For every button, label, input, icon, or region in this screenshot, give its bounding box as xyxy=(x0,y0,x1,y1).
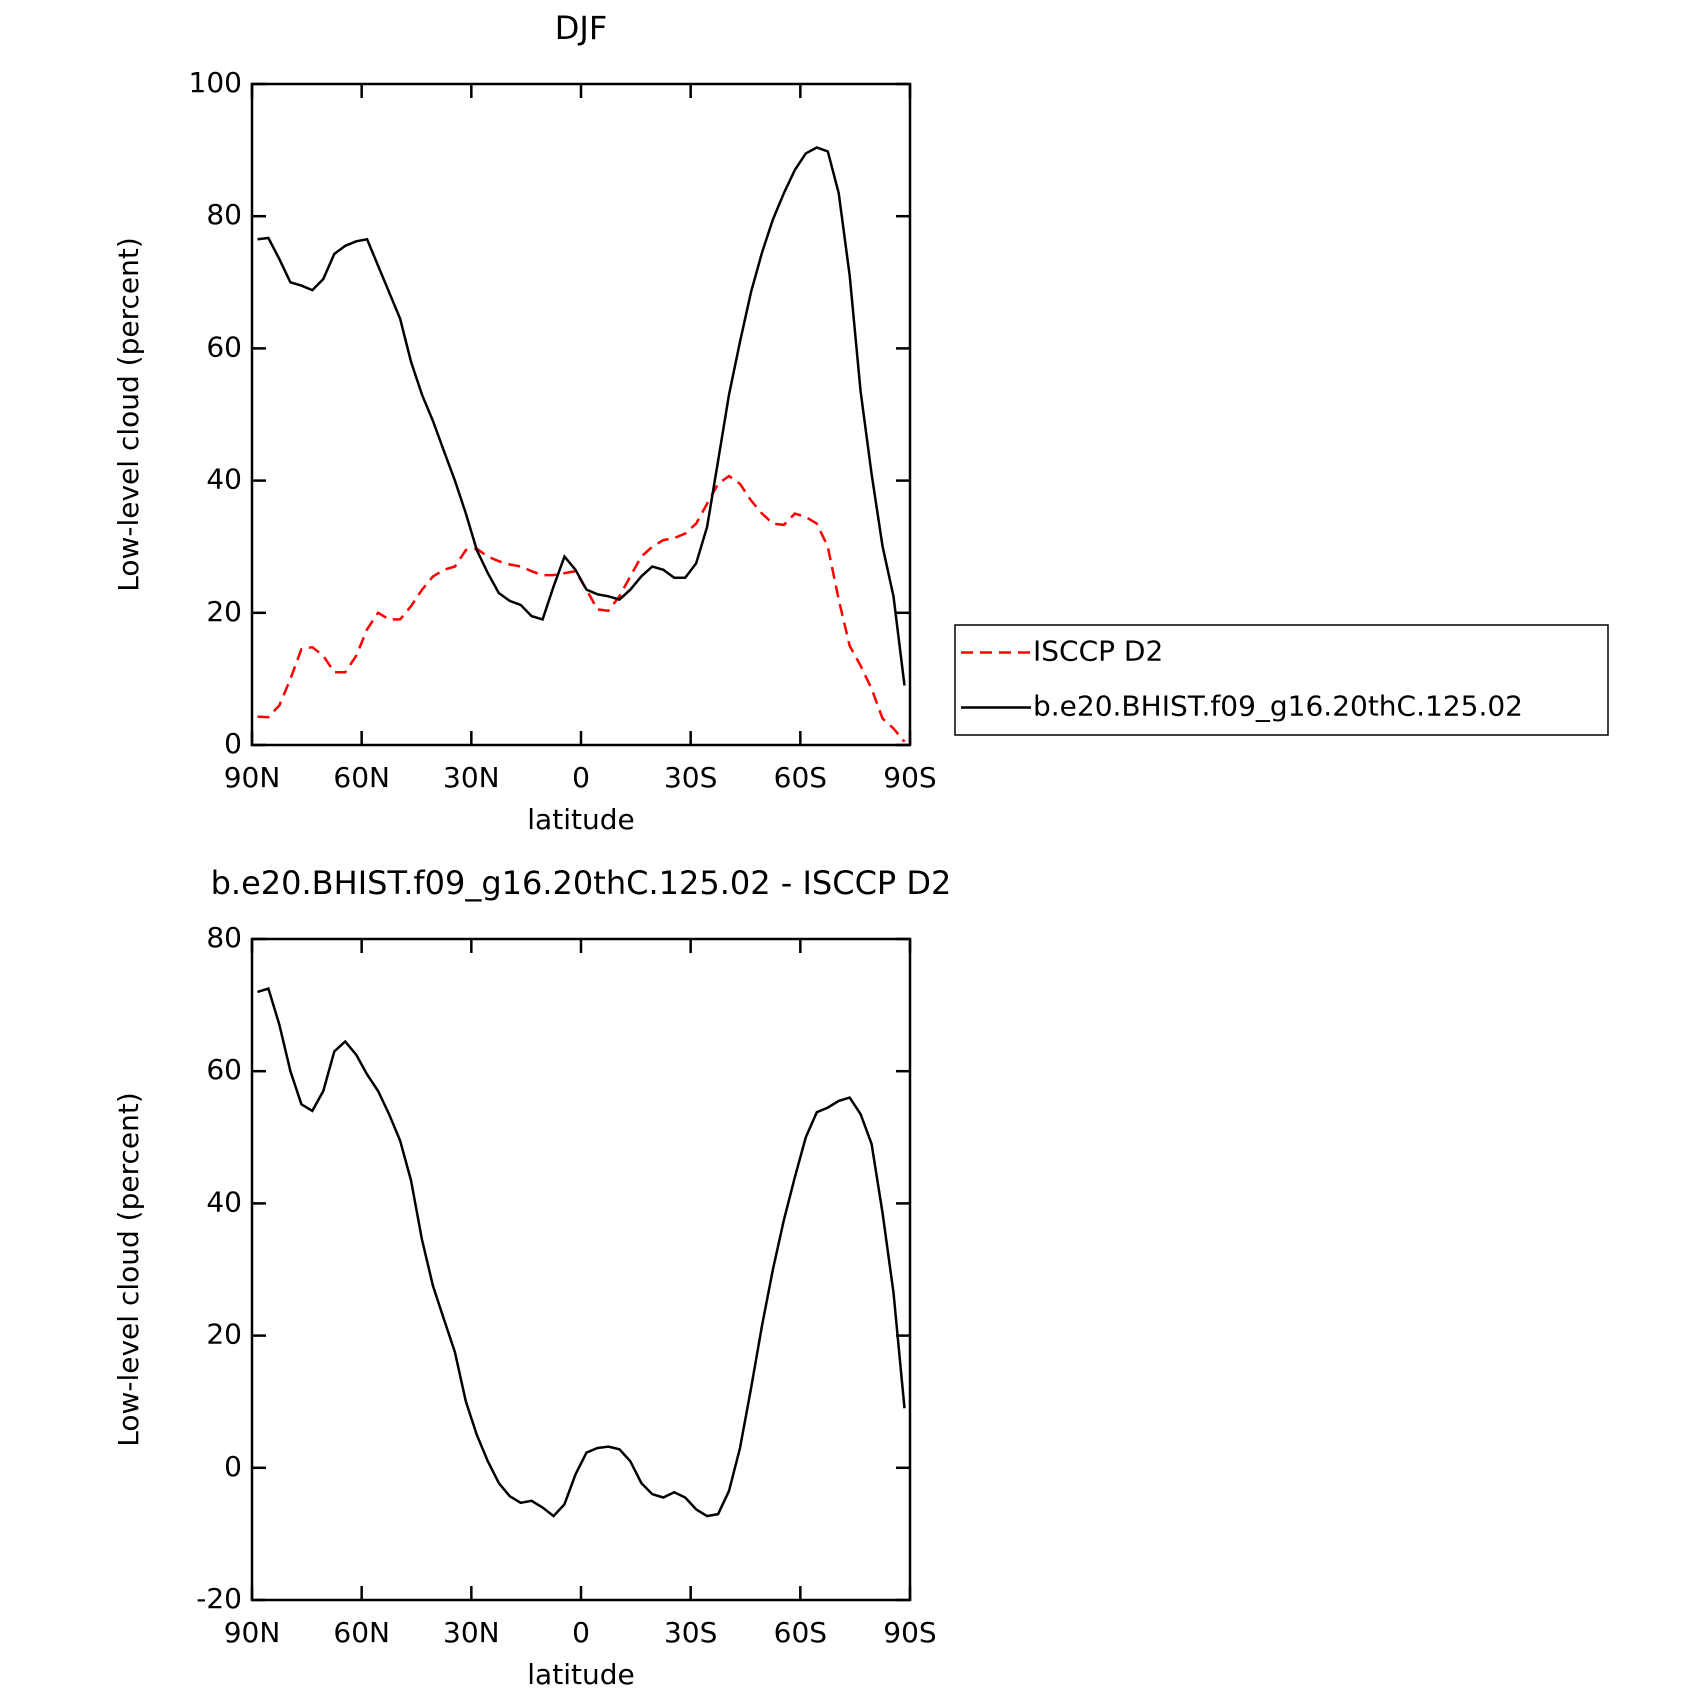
x-tick-label: 30N xyxy=(443,761,500,794)
y-tick-label: 20 xyxy=(206,1318,242,1351)
y-tick-label: 80 xyxy=(206,198,242,231)
x-tick-label: 90S xyxy=(883,1616,936,1649)
y-tick-label: 80 xyxy=(206,921,242,954)
y-tick-label: 40 xyxy=(206,1185,242,1218)
chart-title: DJF xyxy=(555,9,607,47)
x-tick-label: 30S xyxy=(664,761,717,794)
y-tick-label: 40 xyxy=(206,463,242,496)
chart-title: b.e20.BHIST.f09_g16.20thC.125.02 - ISCCP… xyxy=(211,864,952,902)
x-tick-label: 90N xyxy=(224,1616,281,1649)
legend-label: ISCCP D2 xyxy=(1033,635,1163,668)
y-tick-label: 100 xyxy=(189,66,242,99)
x-tick-label: 60N xyxy=(333,761,390,794)
x-axis-label: latitude xyxy=(527,803,634,836)
x-tick-label: 0 xyxy=(572,761,590,794)
legend-box xyxy=(954,624,1609,736)
y-axis-label: Low-level cloud (percent) xyxy=(112,1092,145,1447)
y-axis-label: Low-level cloud (percent) xyxy=(112,237,145,592)
x-tick-label: 30S xyxy=(664,1616,717,1649)
x-tick-label: 60S xyxy=(774,761,827,794)
y-tick-label: 60 xyxy=(206,330,242,363)
y-tick-label: -20 xyxy=(196,1582,242,1615)
x-tick-label: 0 xyxy=(572,1616,590,1649)
data-line xyxy=(257,987,906,1518)
y-tick-label: 0 xyxy=(224,727,242,760)
data-line xyxy=(257,474,906,743)
x-tick-label: 60S xyxy=(774,1616,827,1649)
legend-label: b.e20.BHIST.f09_g16.20thC.125.02 xyxy=(1033,690,1523,723)
x-tick-label: 90S xyxy=(883,761,936,794)
data-line xyxy=(257,146,906,686)
plot-frame xyxy=(250,82,912,747)
x-tick-label: 60N xyxy=(333,1616,390,1649)
x-tick-label: 90N xyxy=(224,761,281,794)
plot-frame xyxy=(250,937,912,1602)
x-axis-label: latitude xyxy=(527,1658,634,1691)
y-tick-label: 60 xyxy=(206,1053,242,1086)
y-tick-label: 20 xyxy=(206,595,242,628)
y-tick-label: 0 xyxy=(224,1450,242,1483)
x-tick-label: 30N xyxy=(443,1616,500,1649)
